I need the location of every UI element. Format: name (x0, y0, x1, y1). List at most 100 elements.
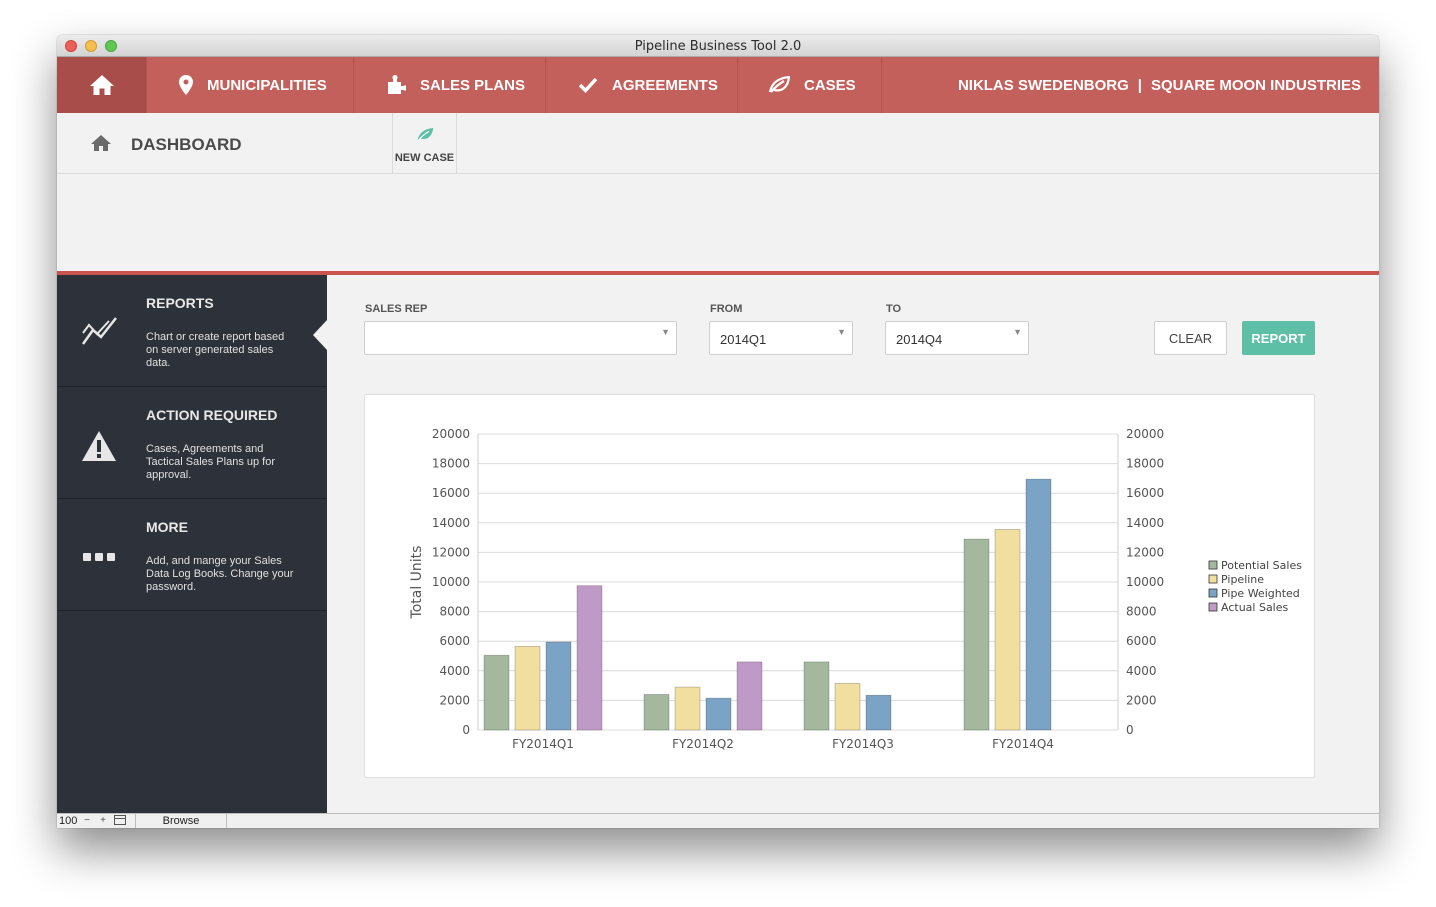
y2-tick-label: 2000 (1126, 693, 1157, 707)
bar-chart: 0 0 2000 2000 4000 4000 6000 6000 8000 8000 10000 1… (409, 427, 1302, 751)
puzzle-icon (386, 75, 406, 95)
sidebar-item-action-required[interactable]: ACTION REQUIRED Cases, Agreements and Ta… (57, 387, 327, 499)
leaf-icon (768, 76, 790, 94)
y2-tick-label: 16000 (1126, 486, 1164, 500)
chevron-down-icon: ▼ (661, 327, 670, 337)
x-tick-label: FY2014Q1 (512, 737, 574, 751)
maximize-window-button[interactable] (105, 40, 117, 52)
from-label: FROM (710, 303, 743, 315)
y2-tick-label: 8000 (1126, 605, 1157, 619)
chart-line-icon (81, 317, 117, 345)
sidebar-item-title: ACTION REQUIRED (146, 407, 278, 423)
from-select[interactable]: 2014Q1 ▼ (709, 321, 853, 355)
new-case-button[interactable]: NEW CASE (392, 113, 457, 174)
sidebar-item-reports[interactable]: REPORTS Chart or create report based on … (57, 275, 327, 387)
nav-item-cases[interactable]: CASES (737, 57, 882, 113)
sidebar-item-description: Cases, Agreements and Tactical Sales Pla… (146, 443, 276, 481)
active-indicator (313, 320, 327, 350)
legend-label: Potential Sales (1221, 559, 1302, 572)
browse-mode[interactable]: Browse (135, 814, 227, 828)
status-bar: 100 − + Browse (57, 813, 1379, 828)
y-tick-label: 8000 (439, 605, 470, 619)
to-label: TO (886, 303, 902, 315)
main-nav: MUNICIPALITIES SALES PLANS AGREEMENTS CA… (57, 57, 1379, 113)
bar (576, 585, 603, 731)
bar (514, 645, 541, 731)
chart-panel: 0 0 2000 2000 4000 4000 6000 6000 8000 8000 10000 1… (364, 394, 1315, 778)
y2-tick-label: 18000 (1126, 457, 1164, 471)
y-axis-label: Total Units (409, 546, 425, 620)
x-tick-label: FY2014Q4 (992, 737, 1054, 751)
y-tick-label: 14000 (432, 516, 470, 530)
bar (994, 529, 1021, 731)
minimize-window-button[interactable] (85, 40, 97, 52)
bar (865, 694, 892, 731)
from-value: 2014Q1 (720, 332, 767, 347)
checkmark-icon (578, 77, 598, 93)
y-tick-label: 10000 (432, 575, 470, 589)
sidebar-item-title: MORE (146, 519, 188, 535)
user-info: NIKLAS SWEDENBORG | SQUARE MOON INDUSTRI… (958, 57, 1361, 113)
sidebar-item-title: REPORTS (146, 295, 214, 311)
y-tick-label: 4000 (439, 664, 470, 678)
x-tick-label: FY2014Q2 (672, 737, 734, 751)
bar (834, 682, 861, 731)
y2-tick-label: 12000 (1126, 545, 1164, 559)
y2-tick-label: 14000 (1126, 516, 1164, 530)
nav-label-municipalities: MUNICIPALITIES (207, 76, 327, 94)
app-window: Pipeline Business Tool 2.0 MUNICIPALITIE… (57, 35, 1379, 828)
bar (1025, 478, 1052, 731)
y-tick-label: 0 (462, 723, 470, 737)
new-case-label: NEW CASE (394, 152, 455, 164)
bar (643, 694, 670, 731)
nav-item-sales-plans[interactable]: SALES PLANS (353, 57, 545, 113)
bar (545, 641, 572, 731)
sidebar-item-description: Chart or create report based on server g… (146, 331, 285, 369)
bar (803, 661, 830, 731)
y-tick-label: 20000 (432, 427, 470, 441)
more-dots-icon (83, 553, 115, 561)
legend-swatch (1208, 588, 1218, 598)
sidebar: REPORTS Chart or create report based on … (57, 275, 327, 813)
report-button[interactable]: REPORT (1242, 321, 1315, 355)
bar (963, 538, 990, 731)
legend-swatch (1208, 602, 1218, 612)
sales-rep-select[interactable]: ▼ (364, 321, 677, 355)
sub-toolbar: DASHBOARD NEW CASE (57, 113, 1379, 174)
zoom-out-icon[interactable]: − (84, 815, 90, 826)
x-tick-label: FY2014Q3 (832, 737, 894, 751)
zoom-level[interactable]: 100 (59, 815, 78, 827)
legend-label: Pipeline (1221, 573, 1264, 586)
bar (705, 697, 732, 731)
page-title: DASHBOARD (131, 135, 242, 154)
to-select[interactable]: 2014Q4 ▼ (885, 321, 1029, 355)
y-tick-label: 6000 (439, 634, 470, 648)
y2-tick-label: 20000 (1126, 427, 1164, 441)
bar (674, 686, 701, 731)
nav-label-agreements: AGREEMENTS (612, 76, 718, 94)
user-name[interactable]: NIKLAS SWEDENBORG (957, 76, 1129, 94)
close-window-button[interactable] (65, 40, 77, 52)
clear-button[interactable]: CLEAR (1154, 321, 1227, 355)
home-icon (91, 135, 111, 151)
nav-item-agreements[interactable]: AGREEMENTS (545, 57, 737, 113)
legend-swatch (1208, 574, 1218, 584)
section-divider (57, 271, 1379, 275)
y-tick-label: 16000 (432, 486, 470, 500)
chevron-down-icon: ▼ (1013, 327, 1022, 337)
sales-rep-label: SALES REP (365, 303, 428, 315)
bar (736, 661, 763, 731)
toolbar-toggle-icon[interactable] (114, 815, 126, 826)
bar (483, 654, 510, 731)
legend-label: Pipe Weighted (1221, 587, 1300, 600)
y-tick-label: 12000 (432, 545, 470, 559)
sidebar-item-more[interactable]: MORE Add, and mange your Sales Data Log … (57, 499, 327, 611)
company-name[interactable]: SQUARE MOON INDUSTRIES (1150, 76, 1361, 94)
legend-label: Actual Sales (1221, 601, 1289, 614)
nav-item-municipalities[interactable]: MUNICIPALITIES (146, 57, 353, 113)
title-bar: Pipeline Business Tool 2.0 (57, 35, 1379, 57)
legend-swatch (1208, 560, 1218, 570)
nav-home[interactable] (57, 57, 146, 113)
zoom-in-icon[interactable]: + (100, 815, 106, 826)
sidebar-item-description: Add, and mange your Sales Data Log Books… (146, 555, 294, 593)
